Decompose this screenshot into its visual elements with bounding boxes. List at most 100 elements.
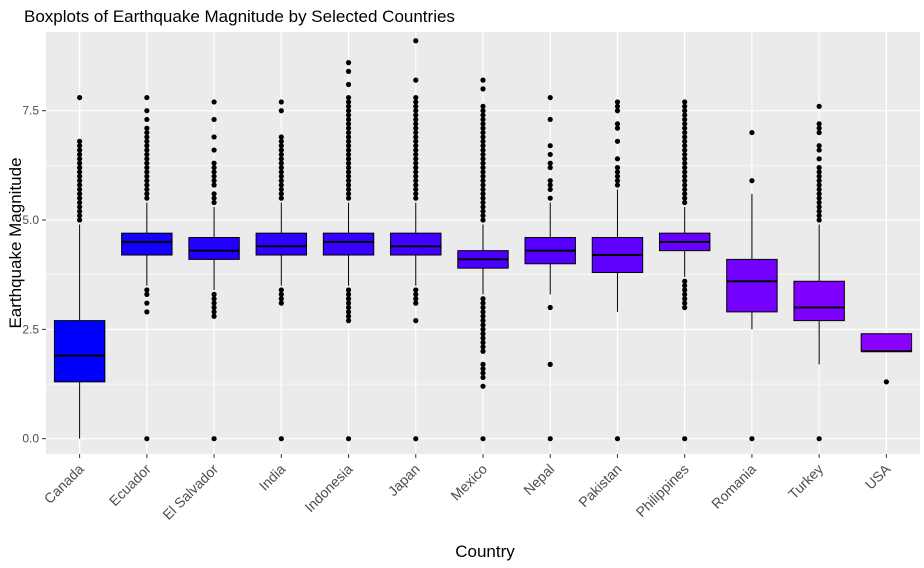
outlier-point	[682, 112, 688, 118]
outlier-point	[480, 169, 486, 175]
outlier-point	[413, 121, 419, 127]
outlier-point	[547, 116, 553, 123]
outlier-point	[144, 169, 150, 175]
outlier-point	[211, 313, 217, 319]
outlier-point	[77, 213, 83, 219]
outlier-point	[77, 160, 83, 166]
outlier-point	[144, 125, 150, 131]
outlier-point	[816, 164, 822, 171]
outlier-point	[345, 81, 352, 88]
outlier-point	[480, 318, 486, 324]
outlier-point	[480, 339, 486, 346]
x-tick-label: India	[256, 461, 289, 494]
outlier-point	[480, 134, 486, 140]
outlier-point	[480, 335, 486, 341]
outlier-point	[211, 164, 217, 171]
outlier-point	[413, 112, 419, 118]
outlier-point	[77, 94, 83, 101]
outlier-point	[480, 125, 486, 131]
outlier-point	[480, 383, 486, 389]
outlier-point	[413, 108, 419, 114]
outlier-point	[77, 151, 83, 158]
outlier-point	[816, 186, 822, 193]
outlier-point	[278, 138, 284, 144]
box-mexico	[457, 77, 509, 442]
outlier-point	[345, 287, 352, 293]
outlier-point	[480, 138, 486, 144]
outlier-point	[682, 296, 688, 302]
outlier-point	[480, 160, 486, 166]
outlier-point	[682, 199, 688, 206]
outlier-point	[816, 103, 822, 109]
outlier-point	[144, 182, 150, 188]
outlier-point	[682, 108, 688, 114]
outlier-point	[278, 147, 284, 153]
box-ecuador	[121, 94, 173, 442]
outlier-point	[547, 160, 553, 166]
outlier-point	[816, 169, 822, 175]
outlier-point	[816, 178, 822, 184]
outlier-point	[345, 112, 352, 118]
outlier-point	[211, 116, 217, 123]
outlier-point	[77, 143, 83, 149]
outlier-point	[682, 125, 688, 131]
outlier-point	[211, 191, 217, 197]
outlier-point	[278, 143, 284, 149]
outlier-point	[547, 304, 553, 311]
x-tick-label: Pakistan	[575, 461, 624, 510]
y-tick-label: 7.5	[22, 104, 39, 118]
outlier-point	[480, 143, 486, 149]
outlier-point	[682, 147, 688, 153]
outlier-point	[480, 199, 486, 206]
outlier-point	[816, 125, 822, 131]
outlier-point	[278, 134, 284, 140]
outlier-point	[345, 134, 352, 140]
outlier-point	[480, 374, 486, 381]
outlier-point	[144, 164, 150, 171]
outlier-point	[480, 77, 486, 83]
outlier-point	[211, 160, 217, 166]
outlier-point	[144, 116, 150, 123]
outlier-point	[480, 86, 486, 92]
outlier-point	[77, 138, 83, 144]
outlier-point	[480, 186, 486, 193]
box-body	[793, 280, 845, 322]
outlier-point	[614, 125, 621, 131]
outlier-point	[816, 213, 822, 219]
outlier-point	[345, 436, 352, 442]
y-tick-label: 5.0	[22, 213, 39, 227]
outlier-point	[614, 178, 621, 184]
outlier-point	[413, 156, 419, 162]
box-pakistan	[591, 99, 644, 442]
outlier-point	[413, 186, 419, 193]
outlier-point	[144, 129, 150, 136]
outlier-point	[77, 217, 83, 223]
outlier-point	[144, 195, 150, 201]
outlier-point	[480, 116, 486, 123]
outlier-point	[413, 99, 419, 105]
x-tick-label: Indonesia	[301, 461, 355, 515]
outlier-point	[682, 300, 688, 306]
box-philippines	[658, 99, 711, 442]
outlier-point	[211, 309, 217, 315]
outlier-point	[345, 186, 352, 193]
outlier-point	[345, 296, 352, 302]
outlier-point	[682, 103, 688, 109]
outlier-point	[816, 121, 822, 127]
box-body	[860, 333, 913, 352]
outlier-point	[816, 143, 822, 149]
outlier-point	[211, 304, 217, 311]
outlier-point	[614, 182, 621, 188]
box-body	[53, 320, 106, 383]
chart-title: Boxplots of Earthquake Magnitude by Sele…	[24, 7, 455, 26]
box-canada	[53, 94, 106, 439]
outlier-point	[480, 164, 486, 171]
outlier-point	[749, 129, 755, 136]
outlier-point	[480, 366, 486, 372]
outlier-point	[345, 300, 352, 306]
outlier-point	[278, 300, 284, 306]
outlier-point	[614, 169, 621, 175]
outlier-point	[682, 138, 688, 144]
outlier-point	[480, 182, 486, 188]
outlier-point	[749, 178, 755, 184]
